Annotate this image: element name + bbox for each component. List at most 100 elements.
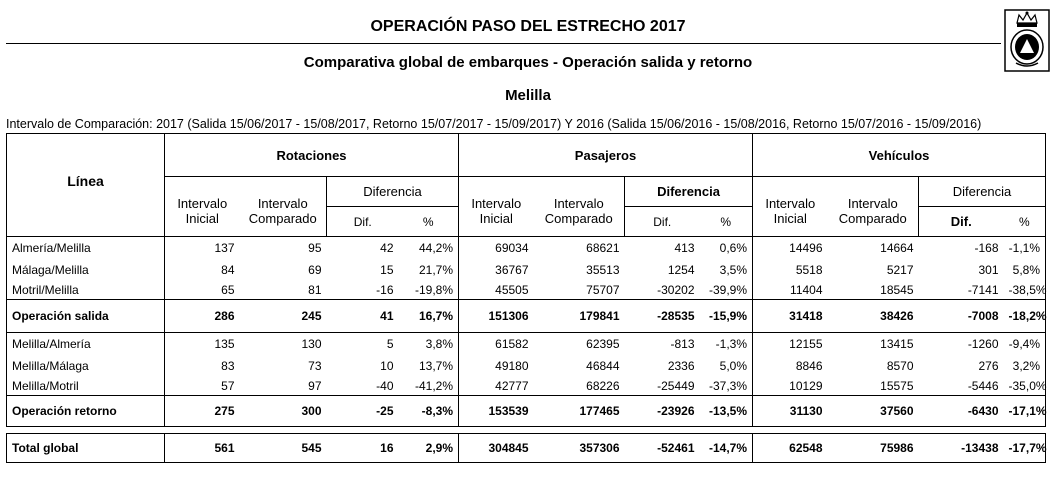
report-title: OPERACIÓN PASO DEL ESTRECHO 2017 (370, 18, 686, 35)
comparado-cell: 179841 (533, 299, 625, 333)
dif-cell: -13438 (918, 433, 1004, 463)
inicial-cell: 83 (221, 358, 235, 373)
veh-diferencia-header: Diferencia (918, 176, 1047, 207)
comparado-cell: 69 (308, 262, 322, 277)
inicial-cell: 49180 (495, 358, 529, 373)
table-row: Melilla/Málaga 83 73 10 13,7% 49180 46844 2336 5… (6, 354, 1047, 377)
row-label: Melilla/Málaga (6, 354, 165, 377)
comparado-cell: 8570 (886, 358, 914, 373)
row-label: Melilla/Motril (6, 376, 165, 396)
report-subtitle: Comparativa global de embarques - Operac… (303, 54, 753, 71)
table-row: Málaga/Melilla 84 69 15 21,7% 36767 35513 1254 3… (6, 258, 1047, 281)
pct-cell: 5,8% (1003, 258, 1047, 281)
inicial-cell: 62548 (752, 433, 828, 463)
pct-cell: -41,2% (398, 376, 460, 396)
pct-cell: -17,1% (1003, 395, 1047, 427)
comparison-interval: Intervalo de Comparación: 2017 (Salida 1… (6, 117, 982, 131)
comparado-cell: 14664 (827, 236, 919, 259)
group-pasajeros: Pasajeros (458, 133, 754, 177)
pct-cell: 0,6% (699, 236, 754, 259)
pct-cell: 3,8% (398, 332, 460, 355)
inicial-cell: 65 (221, 282, 235, 297)
inicial-cell: 12155 (752, 332, 828, 355)
group-vehiculos: Vehículos (752, 133, 1047, 177)
dif-cell: 413 (624, 236, 700, 259)
coat-of-arms-logo (1004, 9, 1050, 72)
inicial-cell: 57 (221, 378, 235, 393)
comparado-cell: 545 (239, 433, 327, 463)
comparado-cell: 5217 (886, 262, 914, 277)
pct-cell: -15,9% (699, 299, 754, 333)
dif-cell: -7008 (918, 299, 1004, 333)
comparado-cell: 300 (239, 395, 327, 427)
inicial-cell: 286 (164, 299, 240, 333)
pct-cell: -35,0% (1003, 376, 1047, 396)
comparado-cell: 357306 (533, 433, 625, 463)
city-title: Melilla (505, 87, 551, 104)
pas-comparado-header: Intervalo Comparado (533, 176, 625, 237)
comparado-cell: 68621 (533, 236, 625, 259)
inicial-cell: 69034 (458, 236, 534, 259)
pct-cell: -19,8% (398, 280, 460, 300)
pct-cell: 2,9% (398, 433, 460, 463)
pct-cell: -17,7% (1003, 433, 1047, 463)
comparado-cell: 177465 (533, 395, 625, 427)
inicial-cell: 10129 (789, 378, 823, 393)
pct-cell: 3,2% (1003, 354, 1047, 377)
inicial-cell: 275 (164, 395, 240, 427)
inicial-cell: 84 (221, 262, 235, 277)
row-label: Motril/Melilla (6, 280, 165, 300)
inicial-cell: 304845 (458, 433, 534, 463)
pas-inicial-header: Intervalo Inicial (458, 176, 534, 237)
comparado-cell: 46844 (586, 358, 620, 373)
dif-cell: -5446 (967, 378, 999, 393)
dif-cell: 41 (326, 299, 399, 333)
pct-cell: -8,3% (398, 395, 460, 427)
inicial-cell: 42777 (495, 378, 529, 393)
pct-cell: 3,5% (699, 258, 754, 281)
pct-cell: -13,5% (699, 395, 754, 427)
pct-cell: -38,5% (1003, 280, 1047, 300)
inicial-cell: 31130 (752, 395, 828, 427)
row-label: Total global (6, 433, 165, 463)
comparado-cell: 68226 (586, 378, 620, 393)
table-row: Melilla/Almería 135 130 5 3,8% 61582 62395 -813… (6, 332, 1047, 355)
col-linea: Línea (6, 133, 165, 237)
row-label: Operación retorno (6, 395, 165, 427)
comparado-cell: 15575 (880, 378, 914, 393)
embarques-table: Línea Rotaciones Pasajeros Vehículos Int… (6, 133, 1047, 463)
pct-cell: 16,7% (398, 299, 460, 333)
pas-diferencia-header: Diferencia (624, 176, 754, 207)
comparado-cell: 95 (239, 236, 327, 259)
dif-cell: 10 (380, 358, 394, 373)
inicial-cell: 11404 (790, 282, 823, 297)
dif-cell: -168 (918, 236, 1004, 259)
comparado-cell: 130 (239, 332, 327, 355)
dif-cell: -813 (624, 332, 700, 355)
inicial-cell: 137 (164, 236, 240, 259)
pct-cell: -1,3% (699, 332, 754, 355)
dif-cell: -25 (326, 395, 399, 427)
dif-cell: -7141 (967, 282, 999, 297)
rot-dif-header: Dif. (326, 206, 399, 237)
comparado-cell: 38426 (827, 299, 919, 333)
pct-cell: -1,1% (1003, 236, 1047, 259)
comparado-cell: 62395 (533, 332, 625, 355)
dif-cell: -30202 (657, 282, 695, 297)
inicial-cell: 36767 (495, 262, 529, 277)
comparado-cell: 245 (239, 299, 327, 333)
row-label: Málaga/Melilla (6, 258, 165, 281)
row-label: Melilla/Almería (6, 332, 165, 355)
dif-cell: 301 (978, 262, 999, 277)
pas-dif-header: Dif. (624, 206, 700, 237)
table-row: Melilla/Motril 57 97 -40 -41,2% 42777 68226 -25… (6, 376, 1047, 396)
comparado-cell: 75707 (586, 282, 620, 297)
comparado-cell: 35513 (586, 262, 620, 277)
inicial-cell: 31418 (752, 299, 828, 333)
dif-cell: -28535 (624, 299, 700, 333)
inicial-cell: 135 (164, 332, 240, 355)
inicial-cell: 561 (164, 433, 240, 463)
veh-comparado-header: Intervalo Comparado (827, 176, 919, 237)
summary-row: Operación retorno 275 300 -25 -8,3% 153539 177… (6, 395, 1047, 427)
inicial-cell: 8846 (795, 358, 823, 373)
